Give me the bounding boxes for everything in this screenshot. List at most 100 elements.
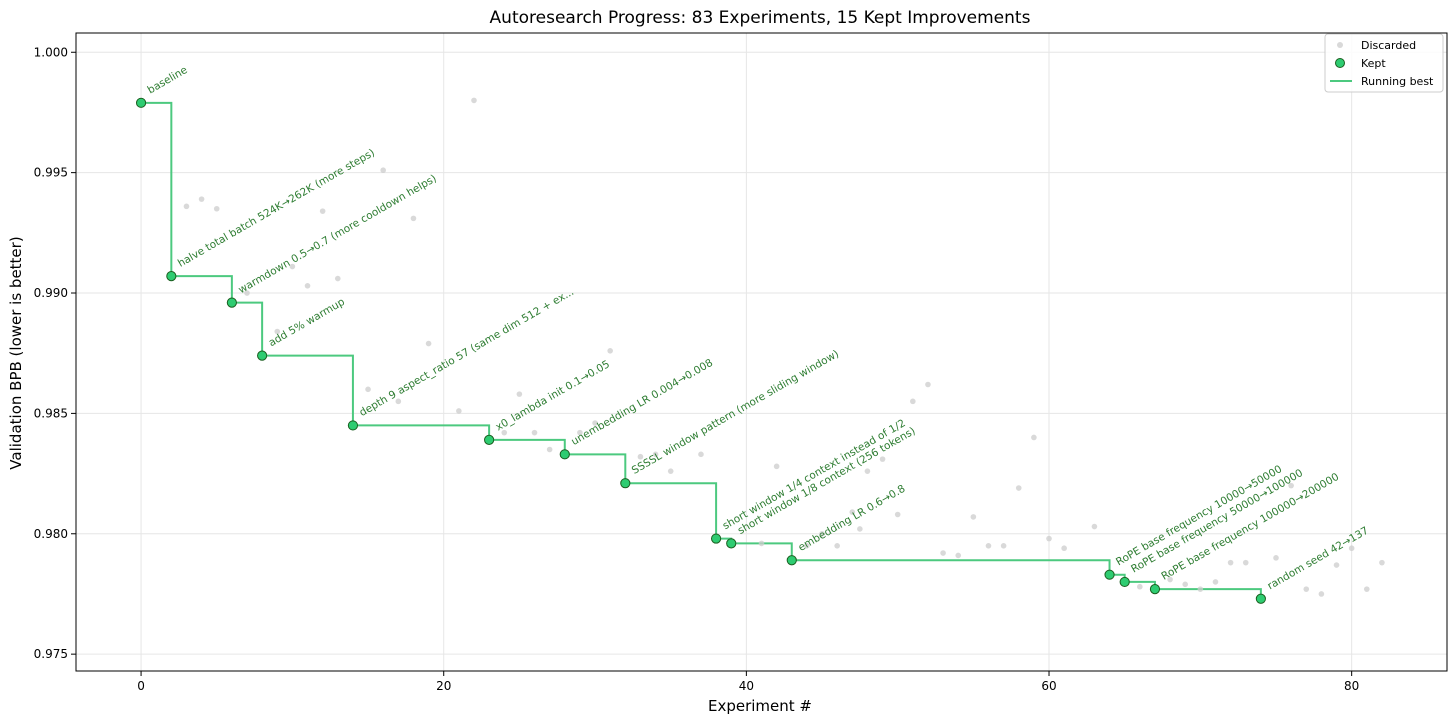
x-tick-label: 20 [436,679,451,693]
discarded-point [819,530,825,537]
discarded-point [1227,559,1234,566]
discarded-point [607,347,613,354]
discarded-point [1348,545,1355,552]
discarded-point [516,391,523,397]
discarded-point [879,456,886,462]
y-tick-label: 0.985 [34,406,68,420]
x-tick-label: 60 [1041,679,1056,693]
x-tick-label: 0 [137,679,145,693]
discarded-point [985,543,992,549]
discarded-point [395,398,402,405]
discarded-point [1212,579,1219,585]
kept-annotation: add 5% warmup [267,296,348,349]
y-tick-label: 0.990 [34,286,68,300]
discarded-point [1379,559,1385,566]
y-axis-title: Validation BPB (lower is better) [7,236,25,469]
kept-point [559,449,570,460]
discarded-point [1015,485,1022,491]
discarded-point [244,290,250,296]
kept-points-layer [135,97,1266,604]
discarded-point [334,275,341,282]
discarded-point [1031,434,1037,441]
discarded-point [849,509,856,515]
discarded-point [1061,545,1067,552]
kept-point [1255,593,1266,604]
kept-annotation: halve total batch 524K→262K (more steps) [176,147,377,270]
legend-discarded-label: Discarded [1361,39,1416,52]
discarded-point [955,552,962,559]
x-tick-label: 80 [1344,679,1359,693]
kept-point [726,538,737,549]
discarded-point [910,398,916,405]
discarded-point [1318,591,1325,597]
legend-discarded-marker [1337,42,1343,48]
y-tick-label: 0.980 [34,527,68,541]
discarded-point [894,511,901,518]
discarded-point [501,429,508,436]
discarded-point [1242,559,1249,566]
discarded-point [577,429,583,436]
discarded-point [410,215,417,222]
discarded-point [471,97,477,104]
kept-point [257,350,268,361]
discarded-point [531,429,538,436]
kept-point [135,97,147,108]
discarded-point [834,543,840,549]
discarded-point [213,205,220,212]
y-tick-label: 0.995 [34,166,68,180]
discarded-point [365,386,371,393]
discarded-point [667,468,674,474]
discarded-point [289,263,296,270]
kept-annotation: RoPE base frequency 50000→100000 [1129,467,1305,576]
kept-annotation: short window 1/8 context (256 tokens) [736,425,918,537]
discarded-point [1333,562,1340,568]
discarded-point [773,463,780,470]
discarded-point [304,282,311,289]
kept-annotation: short window 1/4 context instead of 1/2 [721,417,908,532]
discarded-point [1167,576,1173,583]
discarded-point [758,540,765,547]
discarded-point [1091,523,1098,530]
discarded-point [925,381,931,388]
kept-point [166,271,177,282]
discarded-point [380,167,386,174]
y-tick-label: 0.975 [34,647,68,661]
kept-point [786,555,797,566]
plot-frame [75,32,1448,672]
discarded-point [1182,581,1189,588]
kept-point [711,533,722,544]
legend-kept-label: Kept [1361,57,1386,70]
kept-point [620,478,631,489]
kept-point [1149,584,1161,595]
discarded-point [652,451,659,458]
discarded-point [456,408,462,414]
chart-title: Autoresearch Progress: 83 Experiments, 1… [490,8,1031,28]
discarded-point [1137,583,1143,590]
discarded-point [970,514,977,520]
discarded-point [857,526,863,532]
discarded-point [637,453,644,460]
discarded-points-layer [183,97,1385,597]
kept-annotation: SSSSL window pattern (more sliding windo… [630,348,841,477]
discarded-point [546,446,553,453]
discarded-point [274,328,281,335]
discarded-point [864,468,871,474]
discarded-point [698,451,704,458]
discarded-point [940,550,946,556]
legend: Discarded Kept Running best [1324,33,1444,93]
discarded-point [1000,543,1007,549]
discarded-point [183,203,190,210]
kept-point [484,434,495,445]
grid-layer [76,33,1447,671]
kept-point [1119,576,1130,588]
x-tick-label: 40 [739,679,754,693]
discarded-point [592,420,598,426]
kept-point [226,297,237,308]
kept-point [347,420,359,431]
discarded-point [1197,586,1204,592]
discarded-point [1273,555,1279,561]
discarded-point [425,340,432,347]
discarded-point [1363,586,1370,592]
